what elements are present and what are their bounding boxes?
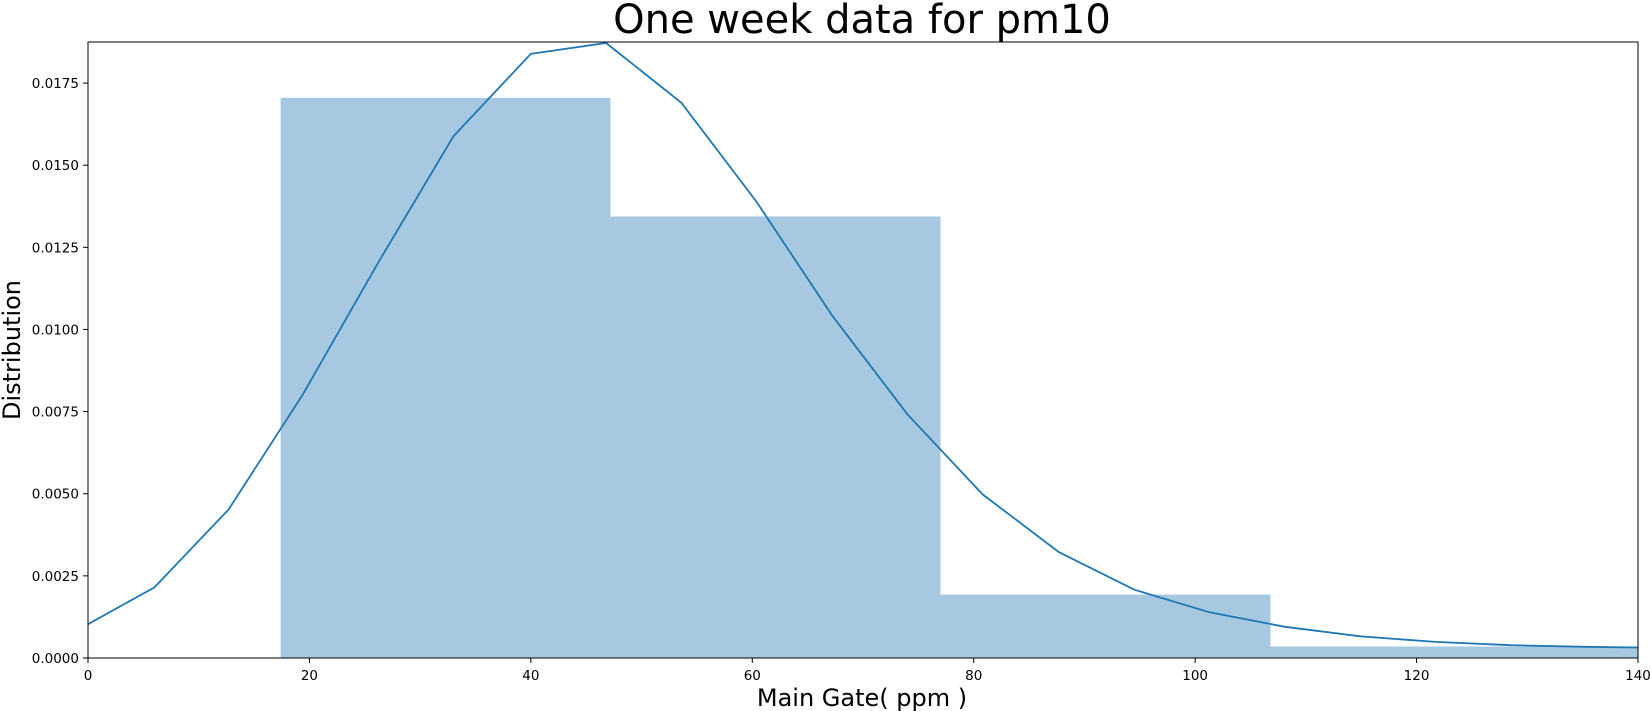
x-tick-label: 80 [965, 668, 982, 684]
histogram-bar [280, 97, 611, 659]
kde-line [87, 42, 1639, 649]
y-tick-label: 0.0050 [32, 487, 79, 503]
y-tick-label: 0.0000 [32, 651, 79, 667]
y-tick-label: 0.0125 [32, 240, 79, 256]
x-tick-label: 120 [1404, 668, 1430, 684]
y-tick-label: 0.0100 [32, 322, 79, 338]
plot-frame [87, 41, 1639, 659]
histogram-bar [1270, 646, 1638, 658]
y-tick-label: 0.0025 [32, 569, 79, 585]
x-tick-label: 40 [522, 668, 539, 684]
kde-curve [87, 42, 1639, 649]
histogram-bars [280, 97, 1638, 659]
x-axis-ticks: 0 20 40 60 80 100 120 140 [84, 658, 1650, 684]
y-axis-ticks: 0.0000 0.0025 0.0050 0.0075 0.0100 0.0125 0.01… [32, 76, 88, 667]
x-tick-label: 0 [84, 668, 93, 684]
x-tick-label: 100 [1182, 668, 1208, 684]
x-axis-label: Main Gate( ppm ) [757, 684, 967, 711]
x-tick-label: 20 [301, 668, 318, 684]
y-tick-label: 0.0075 [32, 405, 79, 421]
chart-title: One week data for pm10 [613, 0, 1111, 43]
x-tick-label: 60 [744, 668, 761, 684]
x-tick-label: 140 [1625, 668, 1650, 684]
y-tick-label: 0.0150 [32, 158, 79, 174]
y-axis-label: Distribution [0, 280, 26, 420]
y-tick-label: 0.0175 [32, 76, 79, 92]
histogram-bar [940, 594, 1271, 658]
histogram-bar [610, 216, 941, 658]
